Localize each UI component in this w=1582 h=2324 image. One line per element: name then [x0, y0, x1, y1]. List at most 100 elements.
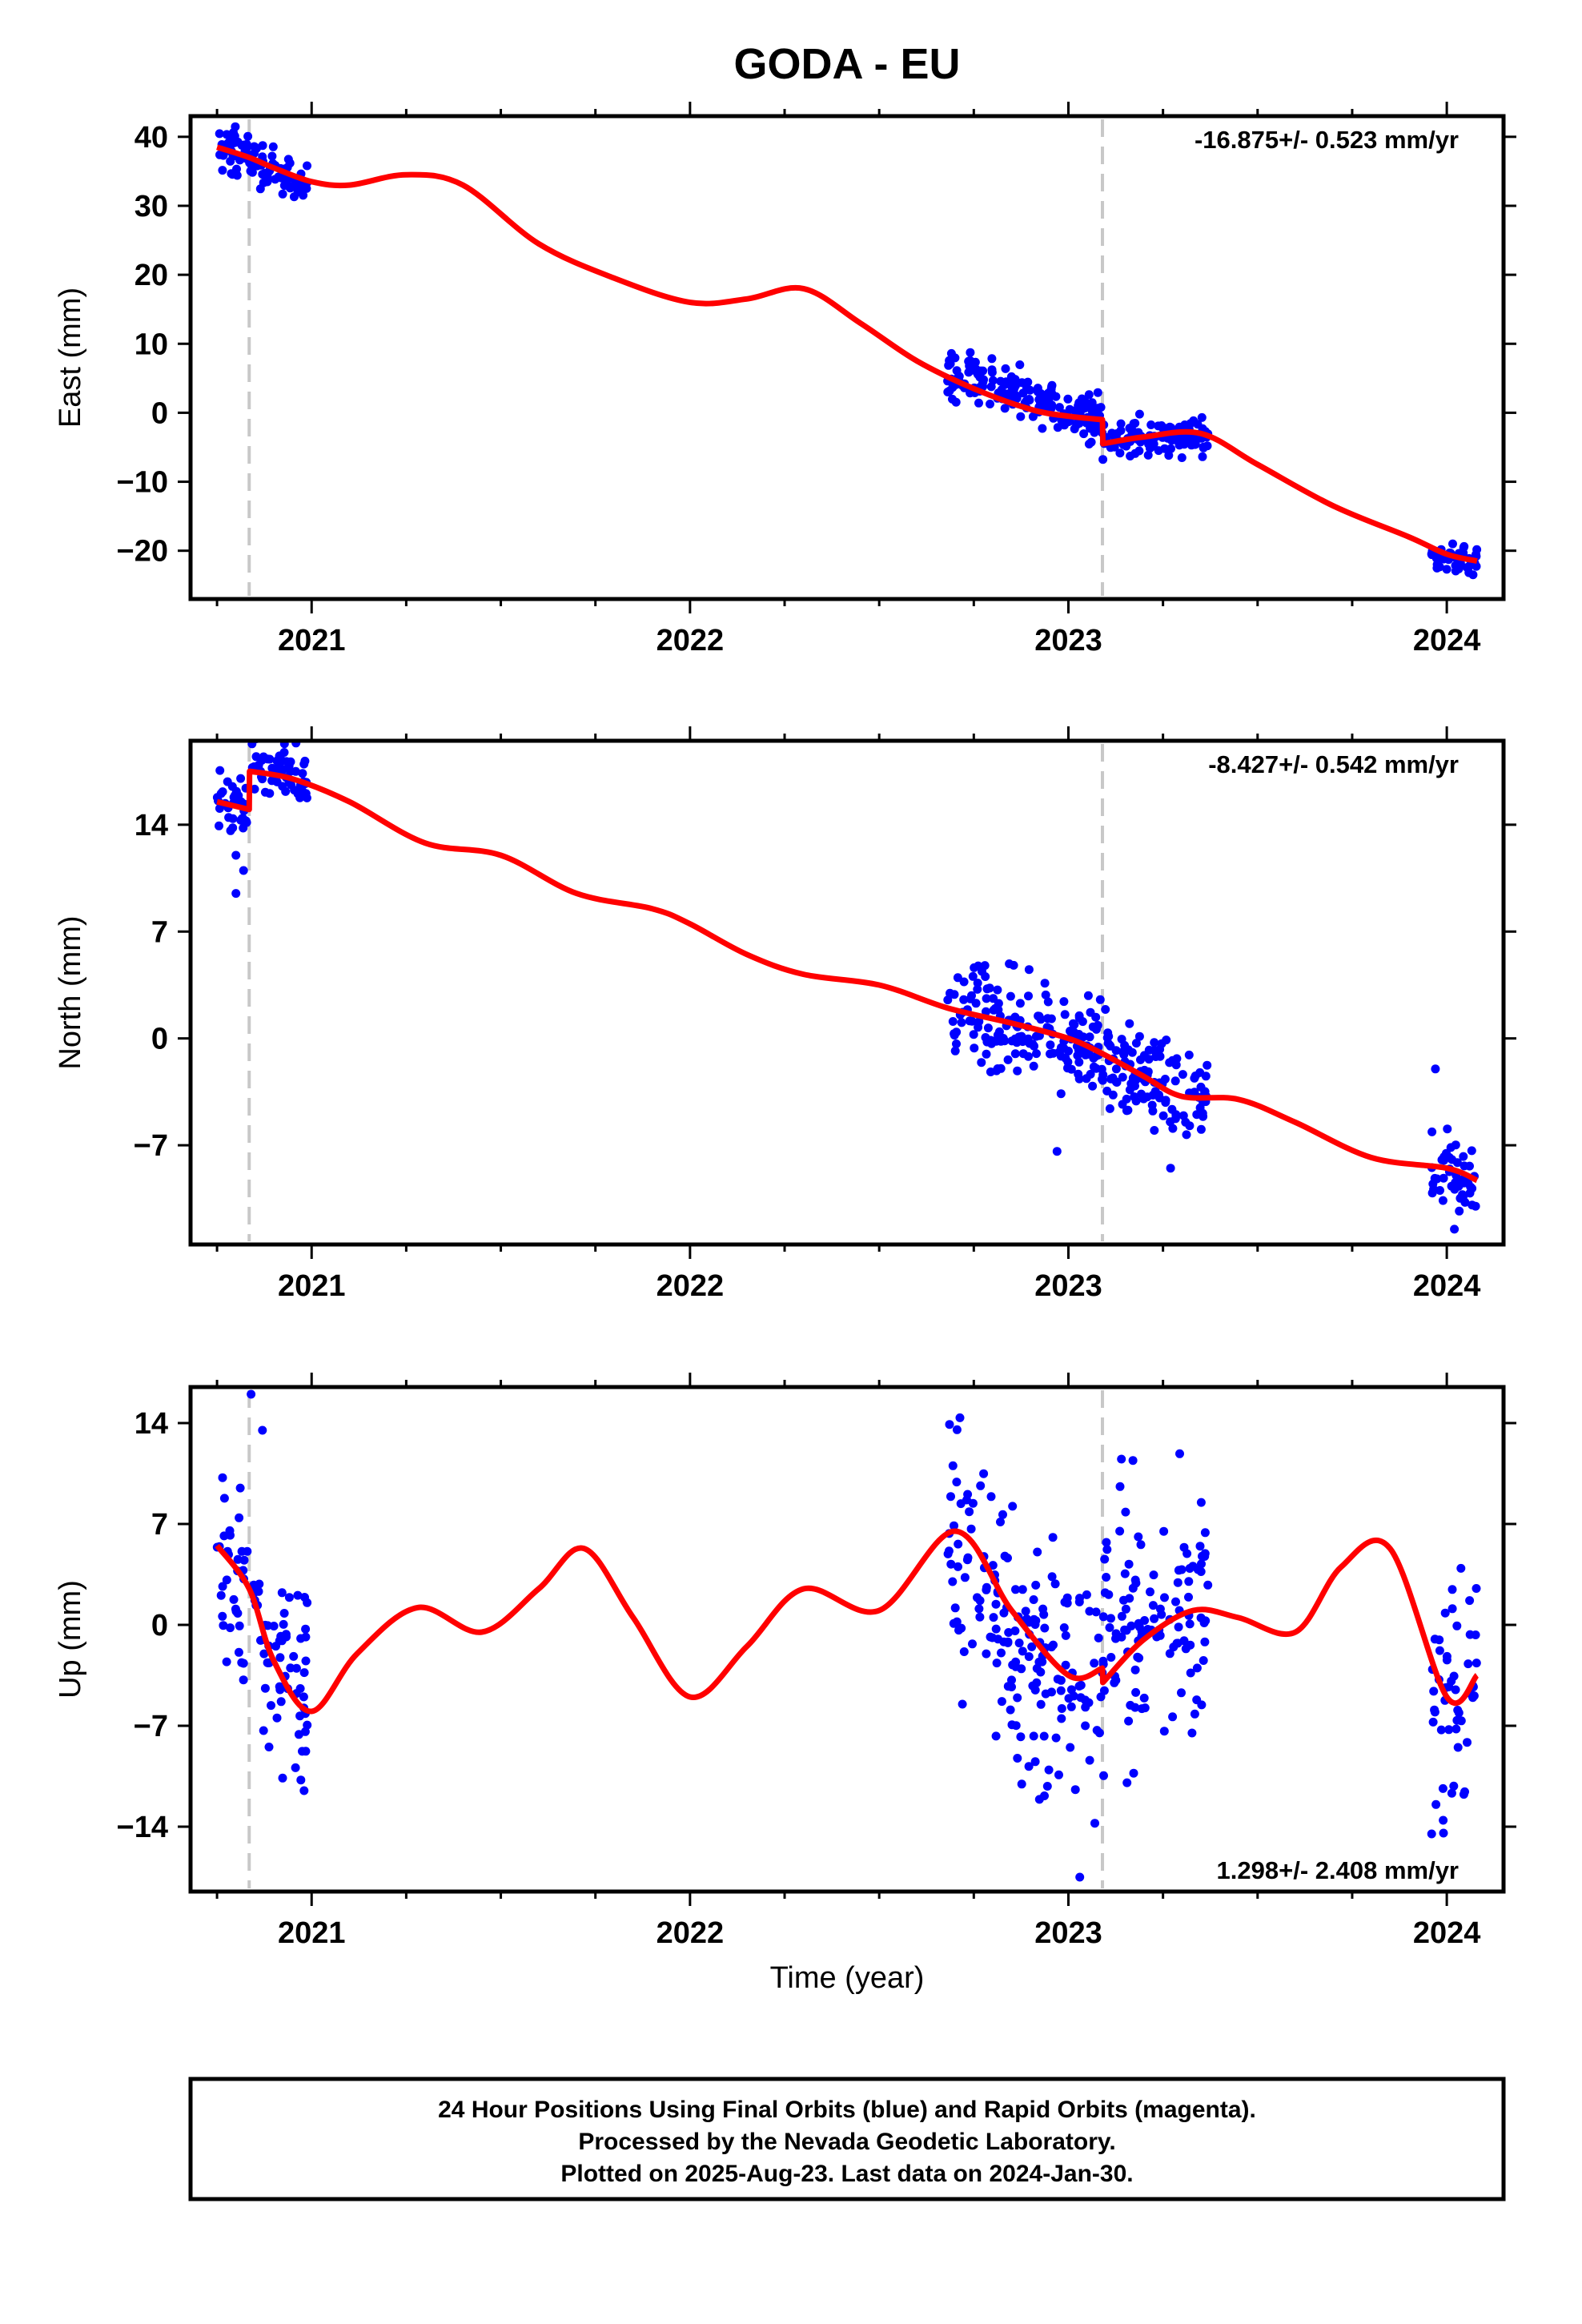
data-point	[1010, 1049, 1020, 1059]
data-point	[989, 1613, 998, 1622]
data-point	[948, 1017, 958, 1026]
data-point	[1007, 1720, 1017, 1730]
data-point	[1010, 1012, 1020, 1022]
data-point	[1056, 1089, 1066, 1099]
data-point	[1094, 1633, 1103, 1642]
x-tick-label: 2021	[278, 1269, 346, 1303]
data-point	[259, 1649, 269, 1659]
data-point	[279, 1609, 289, 1618]
data-point	[1435, 1186, 1444, 1195]
data-point	[1098, 1656, 1108, 1666]
data-point	[247, 1389, 256, 1399]
data-point	[1066, 1743, 1075, 1752]
data-point	[1083, 991, 1093, 1000]
data-point	[276, 1697, 286, 1707]
data-point	[259, 1726, 268, 1735]
data-point	[993, 985, 1002, 995]
data-point	[235, 1621, 244, 1630]
data-point	[255, 1579, 264, 1589]
data-point	[964, 368, 974, 377]
data-point	[1133, 1652, 1142, 1662]
data-point	[301, 1747, 311, 1756]
data-point	[1081, 1721, 1090, 1731]
data-point	[1013, 1066, 1022, 1076]
data-point	[1198, 452, 1207, 461]
data-point	[1148, 1091, 1158, 1100]
y-tick-label: −7	[134, 1129, 168, 1163]
data-point	[301, 1624, 311, 1634]
data-point	[1201, 1616, 1211, 1626]
data-point	[289, 1651, 299, 1661]
model-line	[216, 144, 1478, 565]
data-point	[1179, 1542, 1189, 1552]
data-point	[239, 866, 248, 875]
x-axis-label: Time (year)	[770, 1961, 925, 1995]
y-tick-label: 20	[135, 259, 168, 292]
data-point	[1101, 1005, 1110, 1014]
data-point	[1144, 1055, 1154, 1064]
data-point	[1149, 1570, 1158, 1580]
data-point	[981, 1033, 990, 1042]
data-point	[1439, 1173, 1448, 1183]
x-tick-label: 2021	[278, 624, 346, 657]
data-point	[1189, 416, 1199, 425]
data-point	[296, 186, 306, 195]
data-point	[263, 177, 272, 187]
data-point	[1130, 1665, 1140, 1675]
data-point	[1134, 409, 1144, 419]
data-point	[1177, 1688, 1186, 1698]
data-point	[1460, 1161, 1469, 1171]
data-point	[1115, 448, 1125, 458]
data-point	[1117, 1632, 1126, 1642]
data-point	[1143, 450, 1153, 460]
data-point	[950, 1521, 958, 1530]
data-point	[242, 139, 251, 149]
data-point	[1091, 1607, 1101, 1617]
data-point	[952, 1027, 962, 1037]
data-point	[1196, 1124, 1206, 1134]
data-point	[243, 1546, 252, 1556]
data-point	[1047, 1572, 1057, 1582]
plot-frame	[188, 1385, 1506, 1894]
data-point	[301, 1656, 311, 1666]
data-point	[952, 1617, 962, 1626]
data-point	[999, 1637, 1009, 1647]
data-point	[215, 150, 224, 159]
data-point	[1449, 1671, 1459, 1681]
data-point	[1021, 1606, 1030, 1616]
data-point	[1168, 1124, 1178, 1133]
data-point	[1460, 1197, 1470, 1207]
data-point	[1008, 1660, 1018, 1670]
data-point	[1104, 1031, 1114, 1041]
data-point	[1198, 1108, 1207, 1118]
data-point	[1158, 424, 1168, 433]
data-point	[299, 759, 309, 769]
data-point	[1146, 420, 1156, 429]
data-point	[1105, 1622, 1114, 1632]
data-point	[1170, 1076, 1180, 1086]
data-point	[954, 1562, 962, 1571]
data-points	[212, 741, 1480, 1234]
data-point	[1184, 1050, 1194, 1059]
data-point	[1203, 1060, 1212, 1070]
chart-title: GODA - EU	[734, 40, 961, 88]
data-point	[946, 1492, 955, 1502]
data-point	[233, 1609, 243, 1618]
data-point	[1082, 1590, 1091, 1599]
data-point	[1428, 1179, 1438, 1188]
data-point	[229, 1594, 239, 1604]
data-point	[982, 1582, 991, 1592]
data-point	[1086, 1069, 1095, 1079]
data-point	[1111, 1046, 1121, 1055]
data-point	[298, 769, 307, 778]
data-point	[992, 1036, 1001, 1046]
data-point	[1139, 1693, 1149, 1703]
data-point	[1157, 1039, 1166, 1048]
data-point	[997, 1648, 1006, 1658]
data-point	[1450, 1224, 1460, 1234]
data-point	[1086, 437, 1096, 447]
data-point	[1115, 1482, 1125, 1491]
data-point	[1000, 404, 1010, 413]
data-point	[1155, 1630, 1165, 1640]
data-point	[979, 375, 989, 384]
